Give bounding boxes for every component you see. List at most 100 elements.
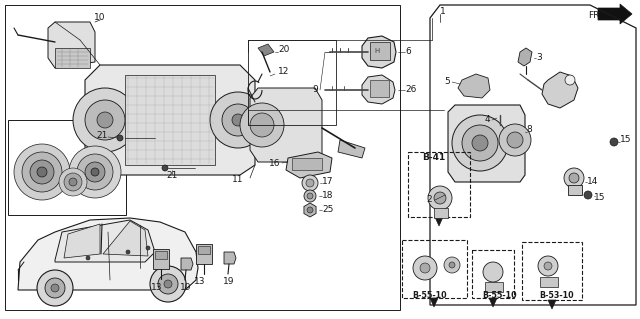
Text: 20: 20 bbox=[278, 46, 289, 55]
Circle shape bbox=[564, 168, 584, 188]
Polygon shape bbox=[85, 65, 255, 175]
Circle shape bbox=[483, 262, 503, 282]
Circle shape bbox=[302, 175, 318, 191]
Text: 12: 12 bbox=[278, 68, 289, 77]
Bar bbox=[402, 240, 467, 298]
Bar bbox=[125, 75, 215, 165]
Polygon shape bbox=[181, 258, 193, 270]
Text: 15: 15 bbox=[594, 192, 605, 202]
Text: 9: 9 bbox=[312, 85, 318, 94]
Text: 19: 19 bbox=[180, 284, 192, 293]
Text: 19: 19 bbox=[223, 278, 235, 286]
Polygon shape bbox=[598, 4, 632, 24]
Text: 13: 13 bbox=[195, 278, 205, 286]
Polygon shape bbox=[362, 36, 396, 68]
Circle shape bbox=[91, 168, 99, 176]
Text: 25: 25 bbox=[322, 205, 333, 214]
Bar bbox=[370, 80, 389, 97]
Polygon shape bbox=[286, 152, 332, 178]
Polygon shape bbox=[430, 298, 438, 307]
Bar bbox=[248, 40, 336, 125]
Circle shape bbox=[150, 266, 186, 302]
Circle shape bbox=[472, 135, 488, 151]
Circle shape bbox=[232, 114, 244, 126]
Bar bbox=[408, 152, 470, 217]
Text: 5: 5 bbox=[444, 78, 450, 86]
Text: 14: 14 bbox=[587, 177, 598, 187]
Circle shape bbox=[240, 103, 284, 147]
Circle shape bbox=[420, 263, 430, 273]
Circle shape bbox=[164, 280, 172, 288]
Bar bbox=[522, 242, 582, 300]
Text: B-41: B-41 bbox=[422, 153, 445, 162]
Polygon shape bbox=[458, 74, 490, 98]
Circle shape bbox=[64, 173, 82, 191]
Polygon shape bbox=[153, 249, 169, 269]
Circle shape bbox=[86, 256, 90, 260]
Polygon shape bbox=[55, 220, 155, 262]
Text: 3: 3 bbox=[536, 54, 541, 63]
Polygon shape bbox=[362, 75, 395, 104]
Bar bbox=[434, 208, 448, 218]
Text: FR.: FR. bbox=[588, 11, 602, 19]
Circle shape bbox=[37, 167, 47, 177]
Polygon shape bbox=[196, 244, 212, 264]
Circle shape bbox=[306, 179, 314, 187]
Circle shape bbox=[610, 138, 618, 146]
Text: 13: 13 bbox=[151, 283, 163, 292]
Polygon shape bbox=[18, 218, 198, 290]
Text: 10: 10 bbox=[94, 13, 106, 23]
Text: 17: 17 bbox=[322, 177, 333, 187]
Polygon shape bbox=[258, 44, 274, 56]
Bar bbox=[5, 5, 400, 310]
Circle shape bbox=[22, 152, 62, 192]
Circle shape bbox=[162, 165, 168, 171]
Bar bbox=[155, 251, 167, 259]
Polygon shape bbox=[548, 300, 556, 309]
Polygon shape bbox=[250, 88, 322, 162]
Circle shape bbox=[158, 274, 178, 294]
Circle shape bbox=[507, 132, 523, 148]
Bar bbox=[292, 158, 322, 170]
Polygon shape bbox=[304, 203, 316, 217]
Circle shape bbox=[304, 190, 316, 202]
Text: 4: 4 bbox=[484, 115, 490, 124]
Circle shape bbox=[37, 270, 73, 306]
Circle shape bbox=[569, 173, 579, 183]
Text: 16: 16 bbox=[269, 159, 280, 167]
Text: 21: 21 bbox=[166, 172, 178, 181]
Circle shape bbox=[85, 162, 105, 182]
Bar bbox=[568, 185, 582, 195]
Polygon shape bbox=[435, 217, 443, 226]
Circle shape bbox=[538, 256, 558, 276]
Circle shape bbox=[452, 115, 508, 171]
Circle shape bbox=[222, 104, 254, 136]
Circle shape bbox=[565, 75, 575, 85]
Text: 26: 26 bbox=[405, 85, 417, 94]
Polygon shape bbox=[542, 72, 578, 108]
Polygon shape bbox=[224, 252, 236, 264]
Circle shape bbox=[126, 250, 130, 254]
Text: 11: 11 bbox=[232, 175, 244, 184]
Bar bbox=[55, 48, 90, 68]
Circle shape bbox=[434, 192, 446, 204]
Circle shape bbox=[444, 257, 460, 273]
Circle shape bbox=[69, 146, 121, 198]
Text: 6: 6 bbox=[405, 48, 411, 56]
Circle shape bbox=[69, 178, 77, 186]
Polygon shape bbox=[489, 298, 497, 307]
Circle shape bbox=[210, 92, 266, 148]
Text: 15: 15 bbox=[620, 136, 632, 145]
Circle shape bbox=[77, 154, 113, 190]
Text: B-55-10: B-55-10 bbox=[482, 291, 516, 300]
Circle shape bbox=[307, 207, 313, 213]
Text: 8: 8 bbox=[526, 125, 532, 135]
Circle shape bbox=[97, 112, 113, 128]
Bar bbox=[540, 277, 558, 287]
Circle shape bbox=[117, 135, 123, 141]
Circle shape bbox=[428, 186, 452, 210]
Text: 18: 18 bbox=[322, 190, 333, 199]
Circle shape bbox=[499, 124, 531, 156]
Text: B-55-10: B-55-10 bbox=[412, 291, 447, 300]
Text: H: H bbox=[374, 48, 380, 54]
